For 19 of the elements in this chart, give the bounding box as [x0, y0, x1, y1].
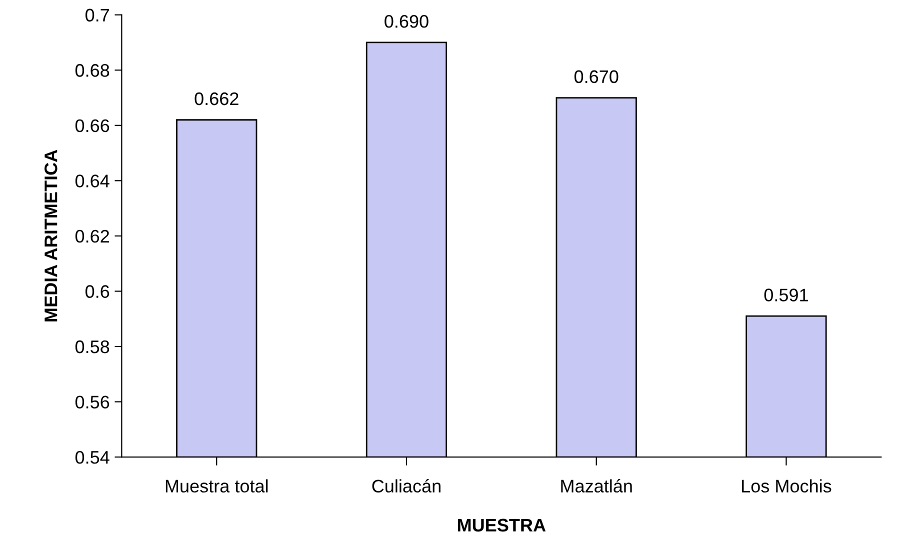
data-label: 0.690: [384, 15, 428, 28]
y-tick-label: 0.64: [75, 174, 110, 188]
y-tick-label: 0.66: [75, 119, 110, 132]
y-tick-label: 0.56: [75, 396, 110, 408]
x-tick-label: Los Mochis: [742, 479, 832, 493]
y-tick-label: 0.68: [75, 64, 110, 77]
x-tick-label: Mazatlán: [561, 479, 632, 493]
data-label: 0.670: [574, 70, 618, 84]
y-tick-label: 0.54: [75, 450, 110, 464]
y-tick-label: 0.58: [75, 340, 110, 354]
x-tick-label: Muestra total: [166, 479, 268, 493]
x-tick-label: Culiacán: [372, 479, 440, 493]
y-tick-label: 0.62: [75, 230, 109, 243]
x-axis-title: MUESTRA: [458, 518, 546, 532]
y-tick-label: 0.7: [86, 8, 109, 22]
y-axis-title: MEDIA ARITMETICA: [44, 150, 58, 322]
data-label: 0.591: [764, 288, 808, 302]
y-tick-label: 0.6: [86, 285, 110, 298]
data-label: 0.662: [194, 92, 238, 106]
